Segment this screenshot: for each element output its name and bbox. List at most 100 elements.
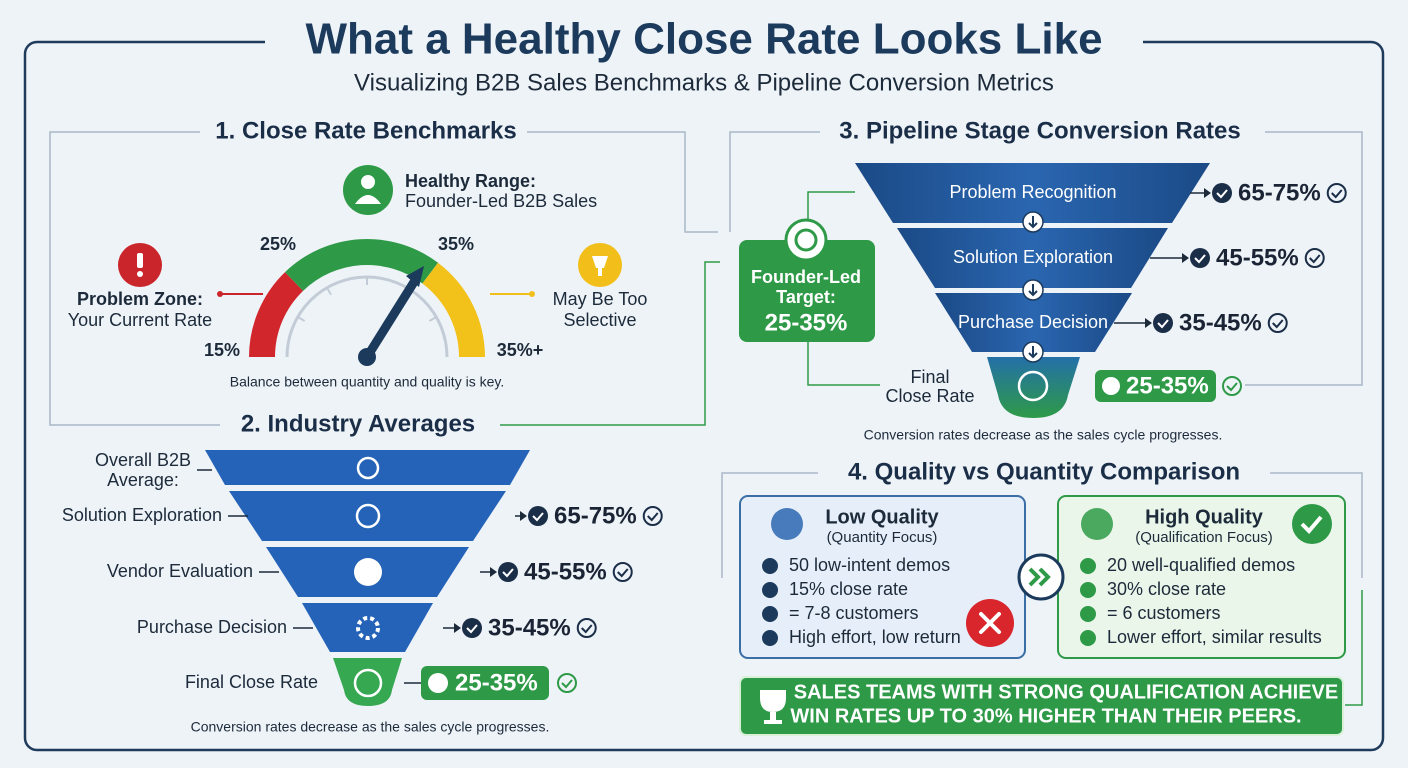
- trophy-icon: [760, 690, 786, 724]
- note: Conversion rates decrease as the sales c…: [191, 719, 550, 735]
- arrow-head: [490, 567, 497, 577]
- gauge-label: 15%: [204, 340, 240, 360]
- connector: [721, 472, 1363, 578]
- problem-subtitle: Your Current Rate: [68, 310, 212, 330]
- target-box: [739, 240, 875, 342]
- icon-part: [592, 256, 608, 276]
- item-icon: [762, 582, 778, 598]
- step-arrow: [1028, 216, 1038, 229]
- stage-label: Close Rate: [885, 386, 974, 406]
- gauge-tick: [428, 316, 437, 322]
- icon-part: [355, 195, 381, 204]
- item-icon: [1080, 558, 1096, 574]
- stage-label: Solution Exploration: [953, 247, 1113, 267]
- rate-pill: [1095, 370, 1216, 402]
- backdrop: [205, 115, 527, 149]
- item-icon: [762, 630, 778, 646]
- gauge-label: 35%: [438, 234, 474, 254]
- item-text: 15% close rate: [789, 579, 908, 599]
- icon: [353, 668, 383, 698]
- icon-part: [361, 175, 375, 189]
- icon: [356, 616, 380, 640]
- item-text: = 7-8 customers: [789, 603, 919, 623]
- item-text: 30% close rate: [1107, 579, 1226, 599]
- check-icon: [1272, 319, 1284, 329]
- funnel-layer: [302, 603, 433, 652]
- check-icon: [1194, 254, 1206, 264]
- funnel-layer: [229, 491, 506, 541]
- section-title: 2. Industry Averages: [241, 410, 475, 437]
- check-icon: [1331, 189, 1343, 199]
- icon: [1102, 377, 1120, 395]
- subtitle: Visualizing B2B Sales Benchmarks & Pipel…: [354, 69, 1054, 96]
- check-icon: [557, 673, 577, 693]
- rate: 65-75%: [1238, 179, 1321, 206]
- check-badge: [1292, 504, 1332, 544]
- check-icon: [1267, 313, 1288, 333]
- check-icon: [561, 679, 573, 689]
- section-title: 4. Quality vs Quantity Comparison: [848, 458, 1240, 485]
- check-icon: [498, 562, 518, 582]
- banner-text: SALES TEAMS WITH STRONG QUALIFICATION AC…: [794, 681, 1338, 703]
- connector: [729, 131, 1363, 386]
- target-icon: [784, 218, 828, 262]
- icon: [1017, 370, 1049, 402]
- connector: [49, 131, 718, 426]
- target-label: Founder-Led: [751, 267, 861, 287]
- check-icon: [528, 506, 548, 526]
- needle-hub: [358, 348, 376, 366]
- card-subtitle: (Qualification Focus): [1135, 529, 1273, 546]
- check-icon: [617, 568, 629, 578]
- arrow-badge: [1028, 567, 1051, 587]
- item-icon: [1080, 582, 1096, 598]
- item-text: Lower effort, similar results: [1107, 627, 1322, 647]
- gauge: [249, 239, 485, 358]
- problem-title: Problem Zone:: [77, 289, 203, 309]
- title: What a Healthy Close Rate Looks Like: [305, 15, 1102, 64]
- needle-tip: [406, 266, 424, 287]
- connector: [500, 261, 720, 426]
- check-icon: [466, 624, 478, 634]
- funnel-layer: [855, 163, 1210, 223]
- item-icon: [1080, 630, 1096, 646]
- rate: 65-75%: [554, 502, 637, 529]
- check-icon: [1309, 254, 1321, 264]
- arrow-head: [454, 623, 461, 633]
- arrow-head: [1145, 318, 1152, 328]
- card-title: Low Quality: [825, 506, 939, 528]
- item-group: 50 low-intent demos 15% close rate = 7-8 c…: [762, 555, 1322, 647]
- rate: 25-35%: [1126, 372, 1209, 399]
- healthy-title: Healthy Range:: [405, 171, 536, 191]
- healthy-icon: [343, 165, 393, 215]
- gauge-band: [422, 262, 485, 357]
- arrow-head: [520, 511, 527, 521]
- gauge-label: 25%: [260, 234, 296, 254]
- target-icon: [794, 228, 818, 252]
- selective-label: Selective: [563, 310, 636, 330]
- target-label: Target:: [776, 287, 836, 307]
- check-icon: [1153, 313, 1173, 333]
- arrow-head: [1204, 188, 1211, 198]
- rate: 35-45%: [1179, 309, 1262, 336]
- card-subtitle: (Quantity Focus): [827, 529, 938, 546]
- funnel-final: [987, 357, 1080, 418]
- arrow-head: [1182, 253, 1189, 263]
- backdrop: [228, 408, 490, 442]
- section-title: 3. Pipeline Stage Conversion Rates: [839, 117, 1240, 144]
- stage-label: Final: [910, 367, 949, 387]
- check-icon: [462, 618, 482, 638]
- backdrop: [826, 115, 1258, 149]
- funnel-layer: [897, 228, 1168, 288]
- rate: 45-55%: [524, 558, 607, 585]
- icon-part: [137, 271, 143, 277]
- card-icon: [1081, 508, 1113, 540]
- item-text: = 6 customers: [1107, 603, 1221, 623]
- healthy-subtitle: Founder-Led B2B Sales: [405, 191, 597, 211]
- check-icon: [576, 618, 597, 638]
- stage-label: Purchase Decision: [137, 617, 287, 637]
- stage-label: Average:: [107, 470, 179, 490]
- stage-label: Overall B2B: [95, 450, 191, 470]
- note: Conversion rates decrease as the sales c…: [864, 427, 1223, 443]
- check-icon: [532, 512, 544, 522]
